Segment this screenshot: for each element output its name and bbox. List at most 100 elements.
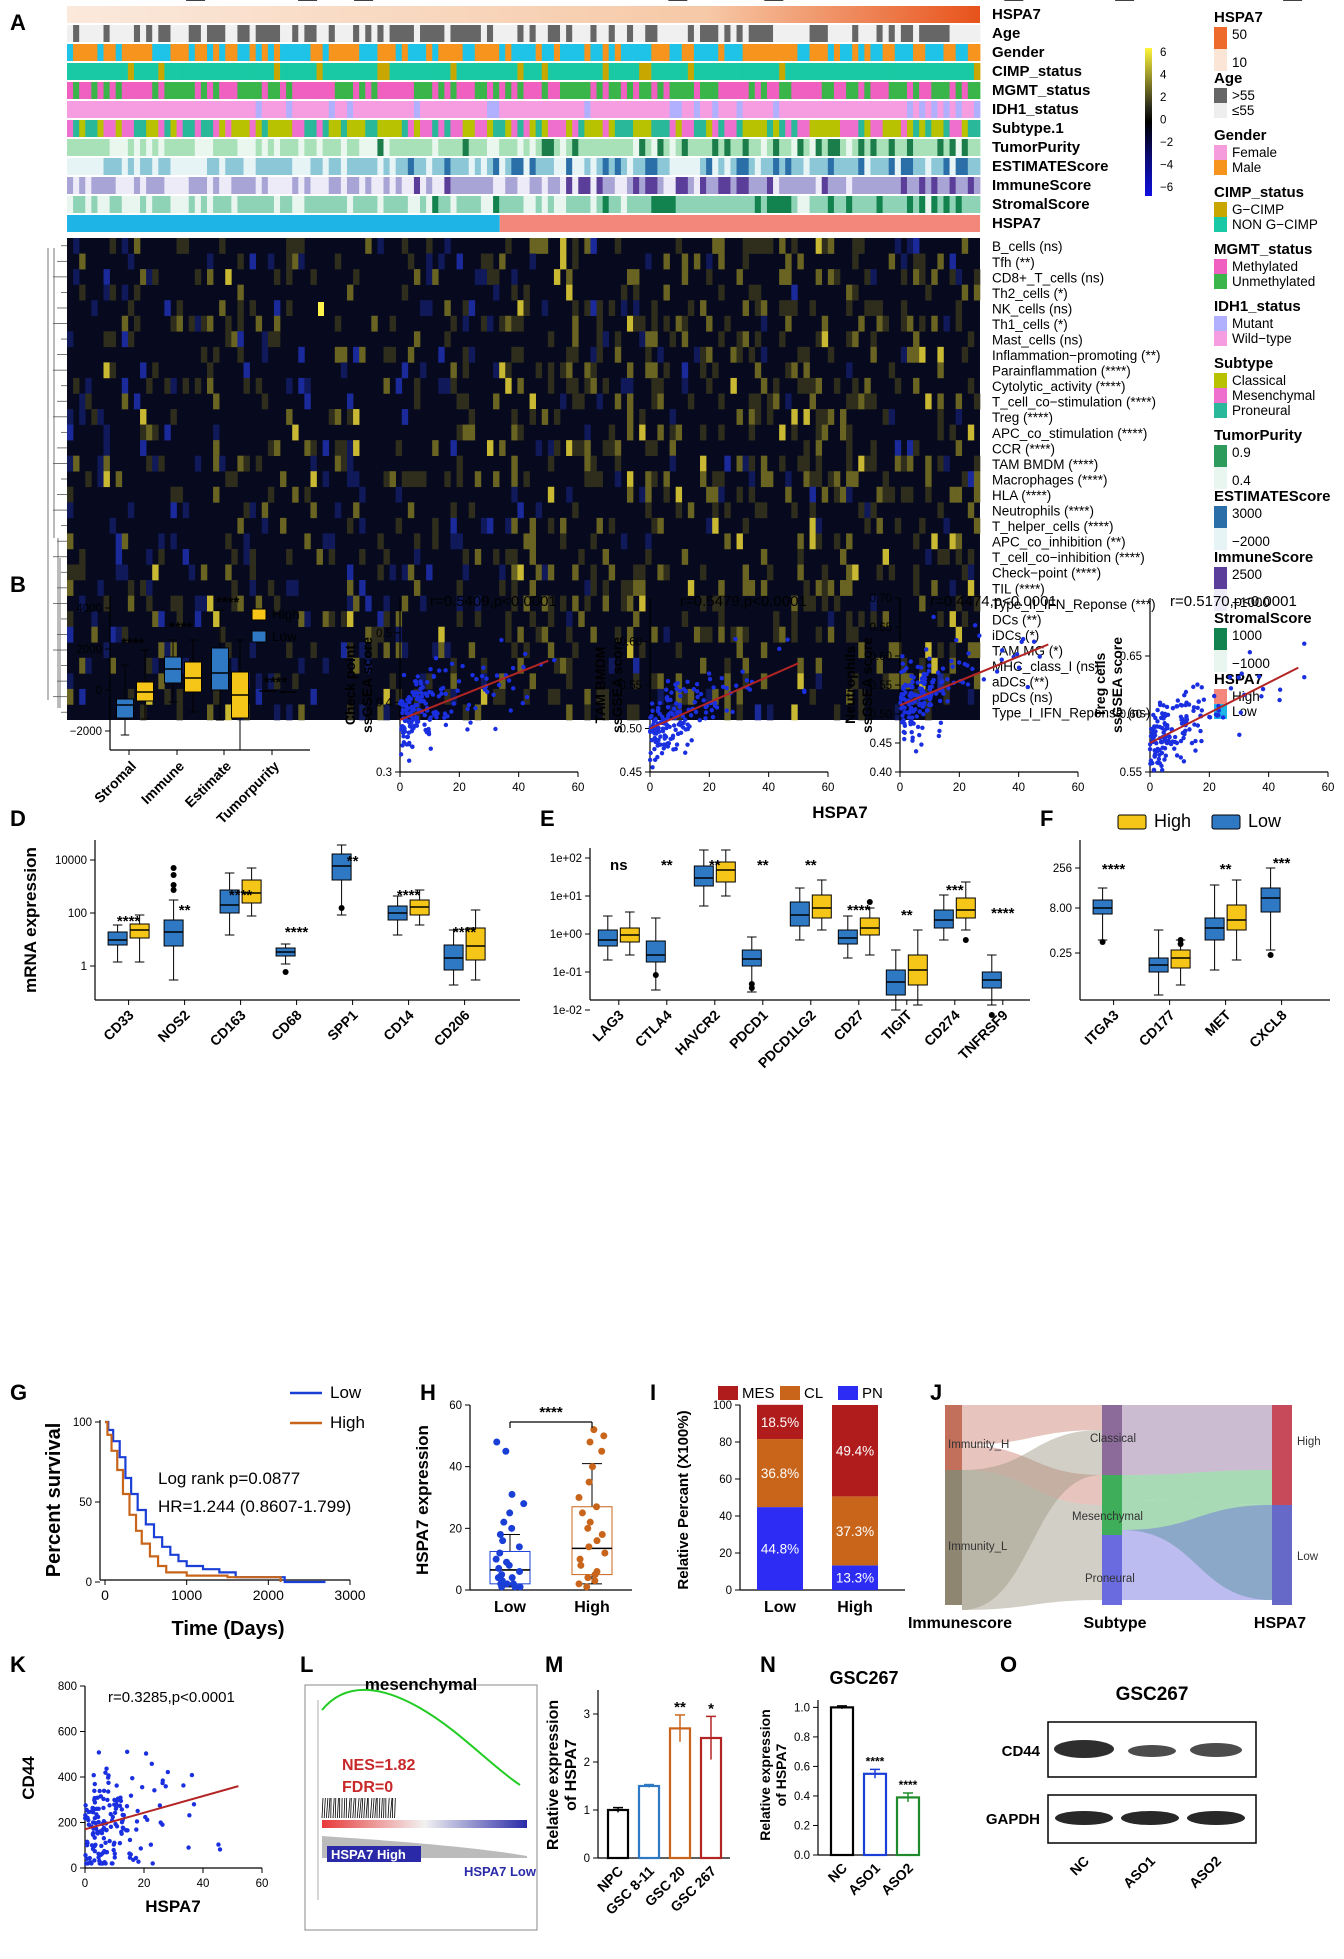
annotation-cell	[322, 196, 330, 213]
heatmap-cell	[712, 486, 719, 503]
heatmap-cell	[566, 673, 573, 690]
y-axis-label: Neutrophils	[842, 646, 858, 724]
heatmap-cell	[334, 455, 342, 472]
x-tick-label: CD163	[207, 1007, 249, 1049]
annotation-cell	[121, 139, 129, 156]
annotation-cell	[791, 101, 798, 118]
annotation-cell	[401, 82, 409, 99]
annotation-cell	[225, 196, 232, 213]
annotation-cell	[560, 196, 567, 213]
data-point	[598, 1531, 606, 1538]
scatter-point	[422, 722, 427, 727]
scatter-point	[1153, 715, 1158, 721]
scatter-point	[919, 742, 924, 747]
annotation-cell	[736, 139, 744, 156]
heatmap-cell	[797, 377, 804, 394]
heatmap-cell	[712, 362, 719, 379]
heatmap-cell	[955, 315, 963, 332]
annotation-cell	[152, 139, 159, 156]
annotation-cell	[791, 44, 798, 61]
annotation-cell	[517, 177, 524, 194]
heatmap-cell	[109, 284, 116, 301]
y-tick-label: 800	[58, 1681, 77, 1693]
annotation-cell	[900, 101, 908, 118]
annotation-cell	[773, 196, 780, 213]
annotation-cell	[943, 63, 950, 80]
heatmap-cell	[803, 346, 810, 363]
scatter-point	[1151, 767, 1156, 773]
annotation-cell	[140, 139, 147, 156]
annotation-cell	[858, 63, 865, 80]
annotation-cell	[371, 196, 378, 213]
scatter-point	[921, 674, 926, 680]
row-label: aDCs (**)	[992, 675, 1049, 690]
scatter-point	[163, 1784, 168, 1789]
heatmap-cell	[760, 502, 768, 519]
scale-tick: 0	[1160, 115, 1166, 127]
heatmap-cell	[827, 269, 835, 285]
annotation-cell	[773, 101, 780, 118]
x-tick-label: 20	[953, 782, 966, 794]
panel-n-bar: 1.00.80.60.40.20.0NCASO1****ASO2****GSC2…	[757, 1668, 921, 1898]
y-tick-label: 0.70	[870, 593, 892, 605]
scatter-point	[676, 731, 681, 737]
x-axis-label: Time (Days)	[171, 1618, 284, 1640]
annotation-cell	[773, 177, 780, 194]
heatmap-cell	[243, 377, 250, 394]
heatmap-cell	[626, 642, 634, 659]
scatter-point	[85, 1815, 90, 1821]
heatmap-cell	[852, 564, 859, 581]
track-label: TumorPurity	[992, 139, 1081, 156]
annotation-cell	[420, 25, 427, 42]
heatmap-cell	[316, 548, 323, 565]
annotation-cell	[225, 177, 232, 194]
annotation-cell	[456, 158, 464, 175]
box	[116, 698, 134, 719]
sig-label: ****	[169, 619, 193, 636]
annotation-cell	[712, 63, 719, 80]
annotation-cell	[304, 82, 311, 99]
annotation-cell	[359, 177, 366, 194]
annotation-cell	[906, 177, 914, 194]
heatmap-cell	[194, 611, 202, 628]
annotation-cell	[535, 177, 543, 194]
y-tick-label: 2000	[76, 644, 102, 656]
x-tick-label: 1000	[171, 1587, 202, 1603]
scatter-point	[433, 655, 439, 661]
annotation-cell	[961, 158, 969, 175]
heatmap-cell	[955, 595, 963, 612]
annotation-cell	[852, 101, 859, 118]
heatmap-cell	[462, 393, 470, 410]
heatmap-cell	[383, 595, 390, 612]
annotation-cell	[675, 82, 683, 99]
heatmap-cell	[304, 486, 311, 503]
scatter-point	[1174, 704, 1180, 709]
heatmap-cell	[79, 548, 86, 565]
annotation-cell	[663, 196, 670, 213]
heatmap-cell	[450, 657, 457, 674]
annotation-cell	[803, 177, 810, 194]
heatmap-cell-max	[318, 302, 324, 316]
annotation-cell	[140, 120, 147, 137]
heatmap-cell	[480, 688, 488, 705]
annotation-cell	[553, 120, 561, 137]
data-point	[583, 1583, 591, 1591]
heatmap-cell	[249, 642, 256, 659]
x-tick-label: ITGA3	[1081, 1007, 1122, 1048]
annotation-cell	[846, 63, 853, 80]
scatter-point	[117, 1803, 123, 1808]
annotation-cell	[882, 177, 890, 194]
heatmap-cell	[657, 393, 664, 410]
annotation-cell	[164, 158, 171, 175]
annotation-cell	[115, 158, 123, 175]
heatmap-cell	[633, 315, 640, 332]
heatmap-cell	[67, 673, 74, 690]
annotation-cell	[182, 101, 190, 118]
segment-label: 37.3%	[836, 1524, 874, 1539]
heatmap-cell	[273, 269, 281, 285]
scatter-point	[920, 725, 925, 731]
annotation-cell	[852, 82, 859, 99]
scatter-point	[650, 708, 655, 714]
annotation-cell	[785, 101, 792, 118]
annotation-cell	[499, 44, 506, 61]
